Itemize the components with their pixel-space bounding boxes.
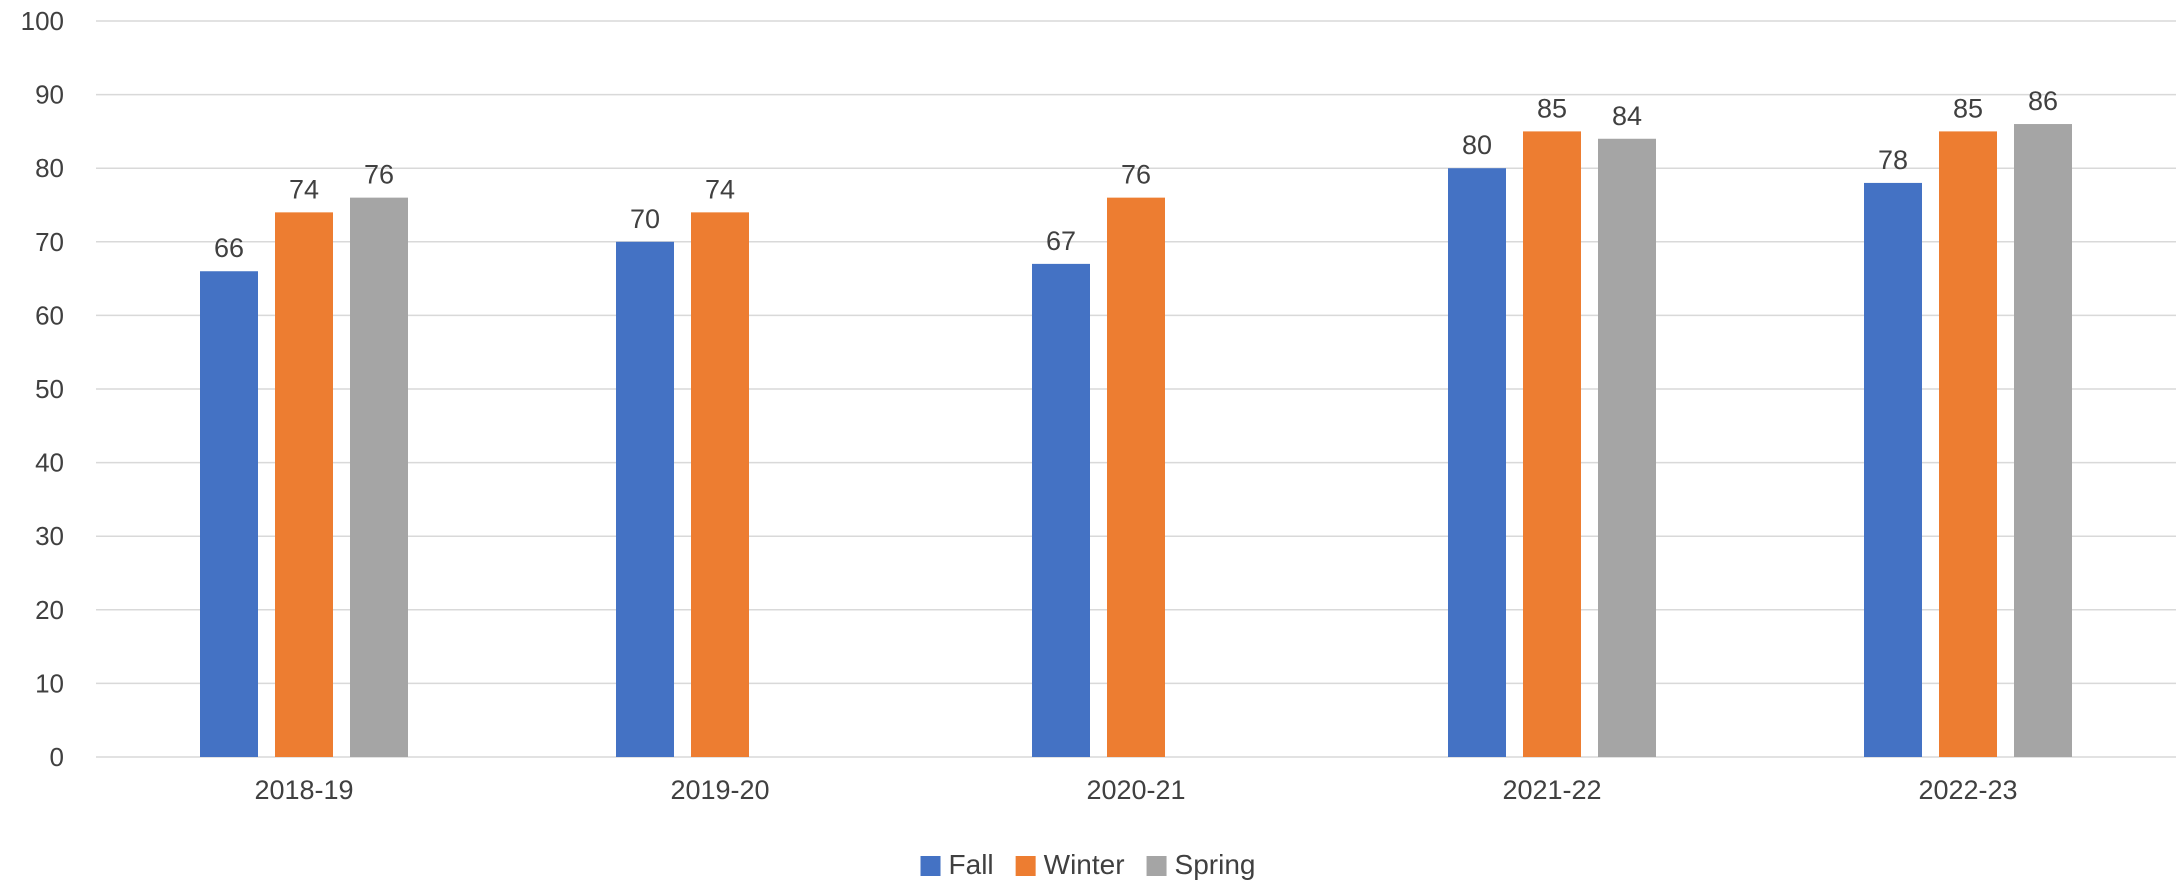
bars: [200, 124, 2072, 758]
x-tick-label: 2020-21: [1086, 775, 1185, 805]
x-tick-label: 2022-23: [1918, 775, 2017, 805]
bar-fall-2021-22[interactable]: [1448, 168, 1506, 757]
data-label-spring-2018-19: 76: [364, 160, 394, 190]
legend-swatch-spring: [1146, 856, 1167, 876]
bar-fall-2020-21[interactable]: [1032, 263, 1090, 757]
data-label-winter-2022-23: 85: [1953, 93, 1983, 123]
y-tick-label: 30: [35, 521, 64, 551]
legend-label: Fall: [949, 849, 994, 880]
x-axis-category-labels: 2018-19 2019-20 2020-21 2021-22 2022-23: [254, 775, 2017, 805]
y-tick-label: 70: [35, 227, 64, 257]
y-tick-label: 60: [35, 300, 64, 330]
data-label-winter-2019-20: 74: [705, 174, 735, 204]
data-label-winter-2018-19: 74: [289, 174, 319, 204]
data-label-winter-2021-22: 85: [1537, 93, 1567, 123]
data-label-fall-2018-19: 66: [214, 233, 244, 263]
y-tick-label: 50: [35, 374, 64, 404]
y-tick-label: 0: [50, 742, 64, 772]
data-label-spring-2022-23: 86: [2028, 86, 2058, 116]
bar-spring-2022-23[interactable]: [2014, 124, 2072, 758]
legend-swatch-winter: [1015, 856, 1036, 876]
bar-fall-2019-20[interactable]: [616, 241, 674, 758]
data-label-fall-2020-21: 67: [1046, 226, 1076, 256]
bar-winter-2020-21[interactable]: [1107, 197, 1165, 757]
bar-fall-2022-23[interactable]: [1864, 182, 1922, 758]
legend-label: Spring: [1175, 849, 1256, 880]
data-label-fall-2022-23: 78: [1878, 145, 1908, 175]
x-tick-label: 2018-19: [254, 775, 353, 805]
y-tick-label: 40: [35, 448, 64, 478]
y-tick-label: 10: [35, 668, 64, 698]
y-tick-label: 100: [21, 6, 64, 36]
y-tick-label: 90: [35, 80, 64, 110]
bar-winter-2021-22[interactable]: [1523, 131, 1581, 757]
bar-winter-2019-20[interactable]: [691, 212, 749, 758]
legend-label: Winter: [1044, 849, 1125, 880]
legend-item-winter[interactable]: Winter: [1015, 849, 1125, 880]
legend-item-spring[interactable]: Spring: [1146, 849, 1256, 880]
bar-spring-2021-22[interactable]: [1598, 138, 1656, 757]
bar-winter-2022-23[interactable]: [1939, 131, 1997, 757]
data-label-winter-2020-21: 76: [1121, 160, 1151, 190]
y-tick-label: 20: [35, 595, 64, 625]
legend-item-fall[interactable]: Fall: [920, 849, 994, 880]
data-label-fall-2019-20: 70: [630, 204, 660, 234]
legend: Fall Winter Spring: [920, 849, 1256, 880]
data-label-fall-2021-22: 80: [1462, 130, 1492, 160]
y-tick-label: 80: [35, 153, 64, 183]
bar-fall-2018-19[interactable]: [200, 271, 258, 757]
bar-spring-2018-19[interactable]: [350, 197, 408, 757]
x-tick-label: 2021-22: [1502, 775, 1601, 805]
y-axis-tick-labels: 0 10 20 30 40 50 60 70 80 90 100: [21, 6, 64, 772]
bar-winter-2018-19[interactable]: [275, 212, 333, 758]
data-labels: 66 74 76 70 74 67 76 80 85 84 78 85 86: [214, 86, 2058, 263]
data-label-spring-2021-22: 84: [1612, 101, 1642, 131]
x-tick-label: 2019-20: [670, 775, 769, 805]
legend-swatch-fall: [920, 856, 941, 876]
